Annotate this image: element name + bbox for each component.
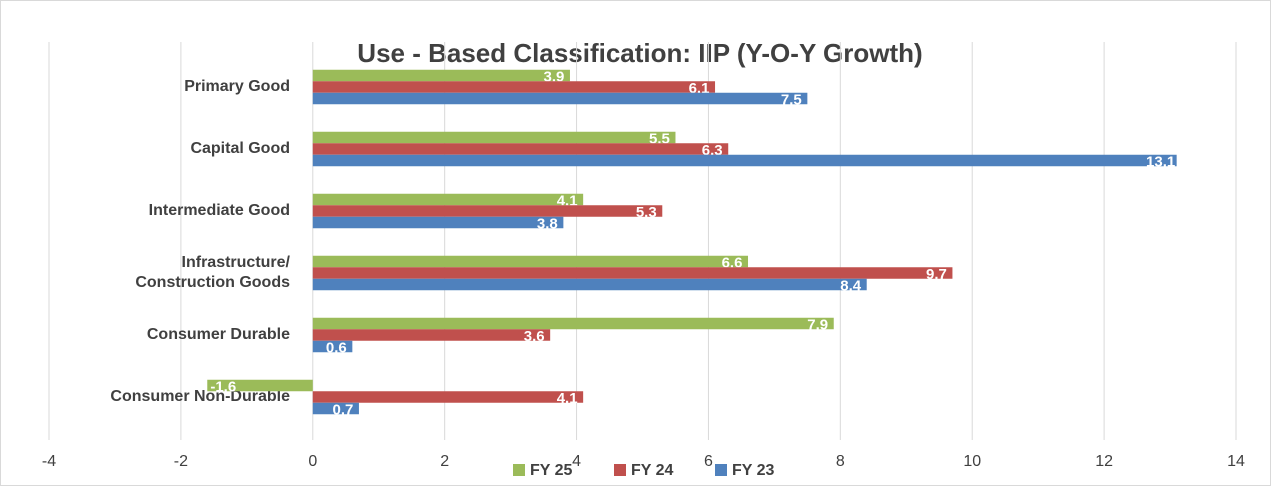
bar — [312, 391, 584, 403]
bar — [312, 255, 749, 268]
data-label: 4.1 — [557, 192, 578, 209]
data-label: 5.3 — [636, 204, 657, 221]
bar — [312, 278, 867, 291]
x-tick-label: 4 — [572, 453, 581, 470]
legend-label: FY 23 — [732, 462, 775, 479]
data-label: 5.5 — [649, 130, 670, 147]
data-label: 9.7 — [926, 266, 947, 283]
category-label: Capital Good — [190, 140, 290, 157]
x-tick-label: 0 — [308, 453, 317, 470]
legend-swatch — [614, 464, 626, 476]
bar — [312, 340, 353, 353]
category-label: Consumer Durable — [147, 326, 290, 343]
data-label: 8.4 — [840, 277, 862, 294]
bar — [312, 193, 584, 206]
data-label: 13.1 — [1146, 153, 1175, 170]
data-label: 4.1 — [557, 390, 578, 407]
x-tick-label: -4 — [42, 453, 56, 470]
data-label: 6.3 — [702, 142, 723, 159]
legend-swatch — [513, 464, 525, 476]
category-label: Primary Good — [184, 78, 290, 95]
legend-label: FY 25 — [530, 462, 573, 479]
bar — [312, 131, 676, 144]
x-tick-label: 10 — [963, 453, 981, 470]
category-label: Consumer Non-Durable — [110, 388, 290, 405]
bar — [312, 216, 564, 229]
x-tick-label: 12 — [1095, 453, 1113, 470]
legend-swatch — [715, 464, 727, 476]
x-tick-label: 14 — [1227, 453, 1245, 470]
chart-title: Use - Based Classification: IIP (Y-O-Y G… — [357, 38, 922, 68]
data-label: 3.8 — [537, 215, 558, 232]
data-label: 6.1 — [689, 80, 710, 97]
data-label: 6.6 — [722, 254, 743, 271]
legend-label: FY 24 — [631, 462, 674, 479]
bar — [312, 317, 834, 330]
bar — [312, 69, 570, 82]
bar — [312, 81, 716, 93]
x-tick-label: 8 — [836, 453, 845, 470]
bar — [312, 143, 729, 155]
bar — [312, 402, 359, 415]
data-label: 7.9 — [807, 316, 828, 333]
data-label: 3.9 — [544, 68, 565, 85]
bar — [312, 267, 953, 279]
bar — [312, 205, 663, 217]
data-label: 3.6 — [524, 328, 545, 345]
bar — [312, 329, 551, 341]
data-label: 0.7 — [333, 401, 354, 418]
x-tick-label: 2 — [440, 453, 449, 470]
x-tick-label: 6 — [704, 453, 713, 470]
bar — [207, 379, 313, 392]
data-label: 7.5 — [781, 91, 802, 108]
bar — [312, 154, 1177, 167]
data-label: -1.6 — [210, 378, 236, 395]
category-label: Infrastructure/Construction Goods — [135, 254, 290, 291]
category-label: Intermediate Good — [149, 202, 290, 219]
bar — [312, 92, 808, 105]
x-tick-label: -2 — [174, 453, 188, 470]
data-label: 0.6 — [326, 339, 347, 356]
